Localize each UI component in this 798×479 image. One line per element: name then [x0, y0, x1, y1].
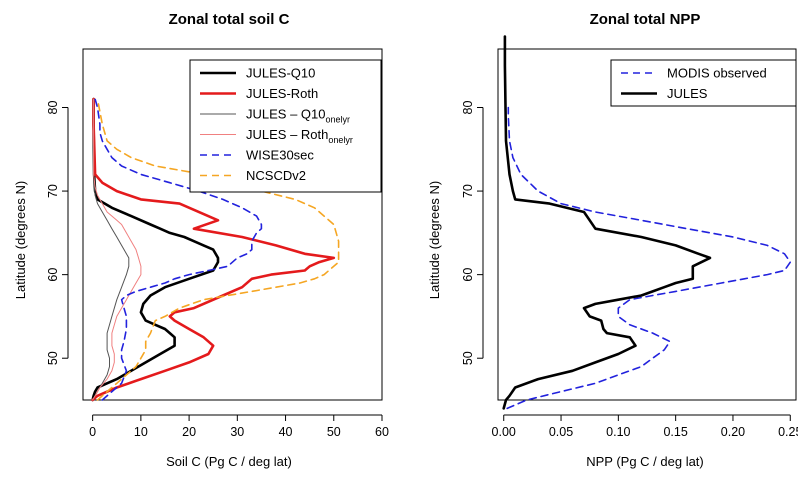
npp-x-tick-label: 0.10	[606, 425, 630, 439]
soil-c-panel: Zonal total soil C Soil C (Pg C / deg la…	[13, 11, 389, 469]
soil-c-x-tick-label: 20	[182, 425, 196, 439]
legend-label-jules: JULES	[667, 86, 708, 101]
npp-axes: 0.00 0.05 0.10 0.15 0.20 0.25 50 60 70 80	[461, 101, 798, 439]
series-line-modis-observed	[506, 106, 792, 410]
soil-c-x-tick-label: 60	[375, 425, 389, 439]
legend-label-jules-roth: JULES-Roth	[246, 86, 318, 101]
soil-c-x-tick-label: 10	[134, 425, 148, 439]
npp-series-layer	[502, 35, 792, 410]
soil-c-y-tick-label: 60	[46, 268, 60, 282]
soil-c-plot-frame	[82, 48, 383, 401]
soil-c-ylabel: Latitude (degrees N)	[13, 181, 28, 300]
series-line-wise30sec	[94, 98, 263, 401]
legend-label-subscript: onelyr	[326, 115, 351, 125]
legend-label-jules-q10-onelyr: JULES – Q10onelyr	[246, 107, 350, 125]
npp-y-tick-label: 50	[461, 351, 475, 365]
series-line-ncscdv2	[96, 98, 340, 401]
npp-legend: MODIS observed JULES	[610, 59, 797, 107]
npp-panel: Zonal total NPP NPP (Pg C / deg lat) Lat…	[427, 11, 798, 469]
npp-legend-box	[610, 59, 797, 107]
legend-label-subscript: onelyr	[328, 135, 353, 145]
legend-label-jules-roth-onelyr: JULES – Rothonelyr	[246, 127, 353, 145]
npp-x-tick-label: 0.25	[778, 425, 798, 439]
soil-c-x-tick-label: 0	[89, 425, 96, 439]
soil-c-legend-box	[189, 59, 382, 193]
soil-c-x-tick-label: 40	[279, 425, 293, 439]
soil-c-x-tick-label: 30	[230, 425, 244, 439]
soil-c-legend: JULES-Q10 JULES-Roth JULES – Q10onelyr JULE…	[189, 59, 382, 193]
series-line-jules-q10	[91, 97, 220, 402]
legend-label-modis-observed: MODIS observed	[667, 66, 767, 81]
soil-c-x-tick-label: 50	[327, 425, 341, 439]
soil-c-y-tick-label: 70	[46, 184, 60, 198]
npp-y-tick-label: 70	[461, 184, 475, 198]
soil-c-xlabel: Soil C (Pg C / deg lat)	[166, 454, 292, 469]
soil-c-series-layer	[91, 97, 340, 402]
series-line-jules-roth	[91, 97, 336, 402]
soil-c-y-tick-label: 80	[46, 101, 60, 115]
npp-x-tick-label: 0.05	[549, 425, 573, 439]
npp-ylabel: Latitude (degrees N)	[427, 181, 442, 300]
npp-y-tick-label: 60	[461, 268, 475, 282]
soil-c-title: Zonal total soil C	[169, 11, 290, 28]
series-line-jules	[502, 35, 712, 410]
legend-label-jules-q10: JULES-Q10	[246, 66, 315, 81]
series-line-jules-q10-onelyr	[92, 98, 130, 401]
legend-label-ncscdv2: NCSCDv2	[246, 168, 306, 183]
legend-label-wise30sec: WISE30sec	[246, 148, 314, 163]
npp-xlabel: NPP (Pg C / deg lat)	[586, 454, 704, 469]
npp-x-tick-label: 0.15	[663, 425, 687, 439]
npp-plot-frame	[497, 48, 797, 401]
series-line-jules-roth-onelyr	[92, 98, 142, 401]
npp-x-tick-label: 0.20	[721, 425, 745, 439]
soil-c-axes: 0 10 20 30 40 50 60 50 60 70 80	[46, 101, 389, 439]
npp-title: Zonal total NPP	[590, 11, 701, 28]
npp-y-tick-label: 80	[461, 101, 475, 115]
soil-c-y-tick-label: 50	[46, 351, 60, 365]
npp-x-tick-label: 0.00	[492, 425, 516, 439]
